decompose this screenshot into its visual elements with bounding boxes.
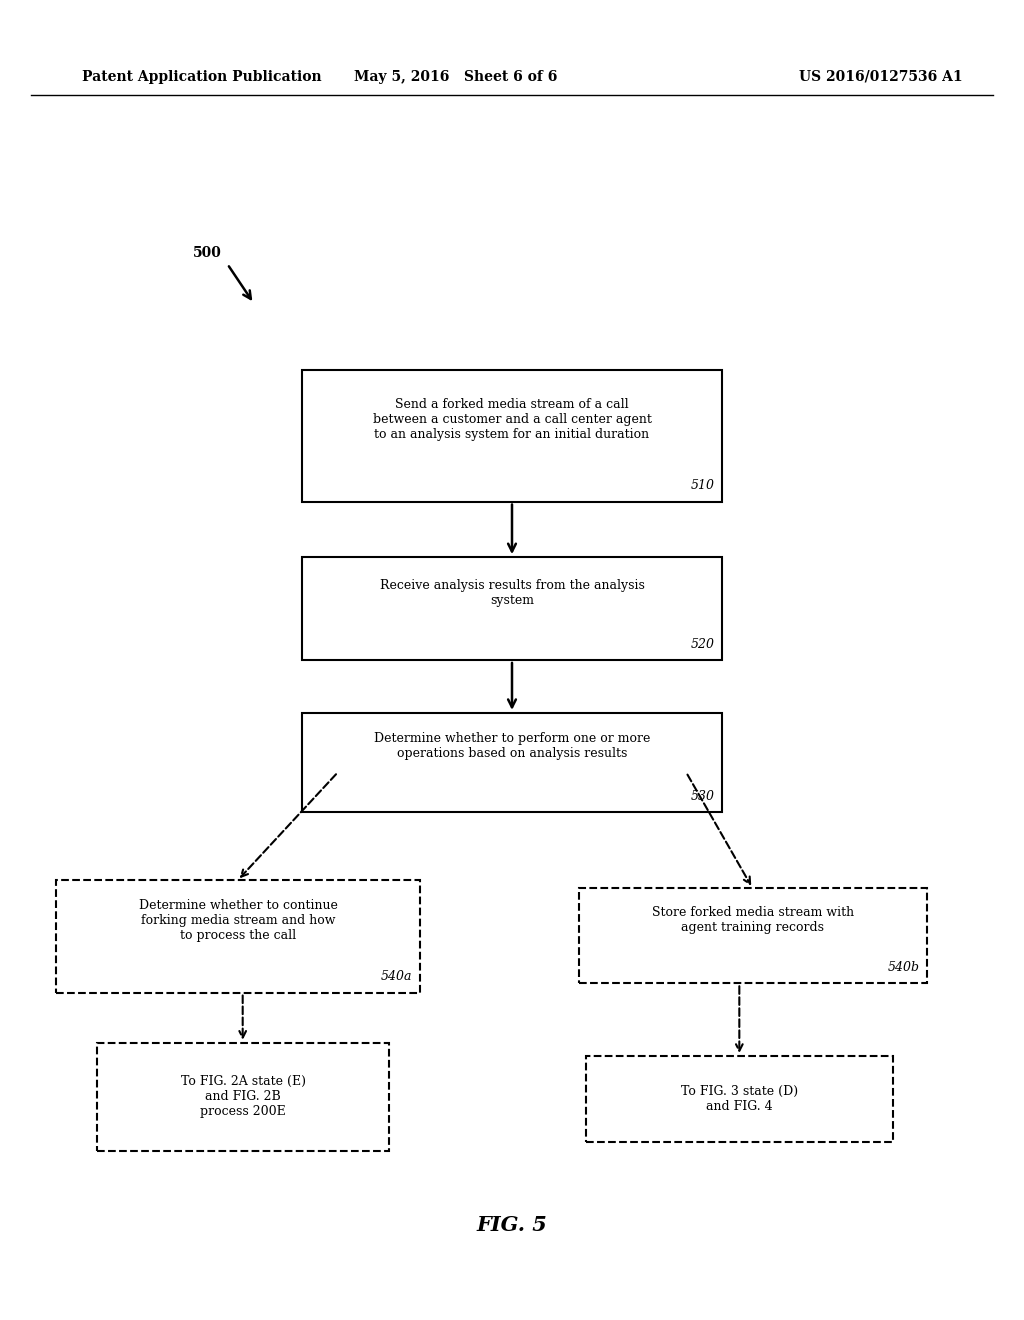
Text: 530: 530 <box>691 789 715 803</box>
Text: To FIG. 3 state (D)
and FIG. 4: To FIG. 3 state (D) and FIG. 4 <box>681 1085 798 1113</box>
FancyBboxPatch shape <box>302 370 722 502</box>
FancyBboxPatch shape <box>586 1056 893 1142</box>
FancyBboxPatch shape <box>579 888 927 983</box>
FancyBboxPatch shape <box>97 1043 389 1151</box>
FancyBboxPatch shape <box>302 713 722 812</box>
FancyBboxPatch shape <box>56 880 420 993</box>
Text: May 5, 2016   Sheet 6 of 6: May 5, 2016 Sheet 6 of 6 <box>354 70 557 83</box>
Text: FIG. 5: FIG. 5 <box>476 1214 548 1236</box>
Text: Determine whether to continue
forking media stream and how
to process the call: Determine whether to continue forking me… <box>138 899 338 942</box>
Text: 540a: 540a <box>381 970 413 983</box>
Text: 540b: 540b <box>888 961 920 974</box>
Text: Store forked media stream with
agent training records: Store forked media stream with agent tra… <box>651 906 854 935</box>
Text: Determine whether to perform one or more
operations based on analysis results: Determine whether to perform one or more… <box>374 733 650 760</box>
Text: Send a forked media stream of a call
between a customer and a call center agent
: Send a forked media stream of a call bet… <box>373 399 651 441</box>
Text: 510: 510 <box>691 479 715 492</box>
Text: 520: 520 <box>691 638 715 651</box>
Text: Receive analysis results from the analysis
system: Receive analysis results from the analys… <box>380 578 644 607</box>
FancyBboxPatch shape <box>302 557 722 660</box>
Text: To FIG. 2A state (E)
and FIG. 2B
process 200E: To FIG. 2A state (E) and FIG. 2B process… <box>180 1076 306 1118</box>
Text: Patent Application Publication: Patent Application Publication <box>82 70 322 83</box>
Text: US 2016/0127536 A1: US 2016/0127536 A1 <box>799 70 963 83</box>
Text: 500: 500 <box>193 247 221 260</box>
